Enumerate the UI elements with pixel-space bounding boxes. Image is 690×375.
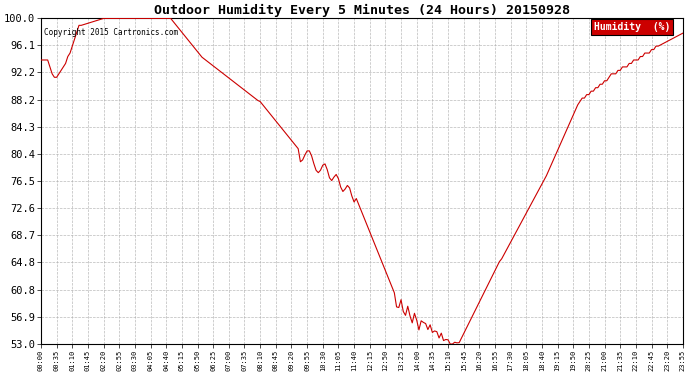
Title: Outdoor Humidity Every 5 Minutes (24 Hours) 20150928: Outdoor Humidity Every 5 Minutes (24 Hou… [154, 4, 570, 17]
Text: Copyright 2015 Cartronics.com: Copyright 2015 Cartronics.com [44, 28, 178, 37]
Text: Humidity  (%): Humidity (%) [593, 22, 670, 32]
